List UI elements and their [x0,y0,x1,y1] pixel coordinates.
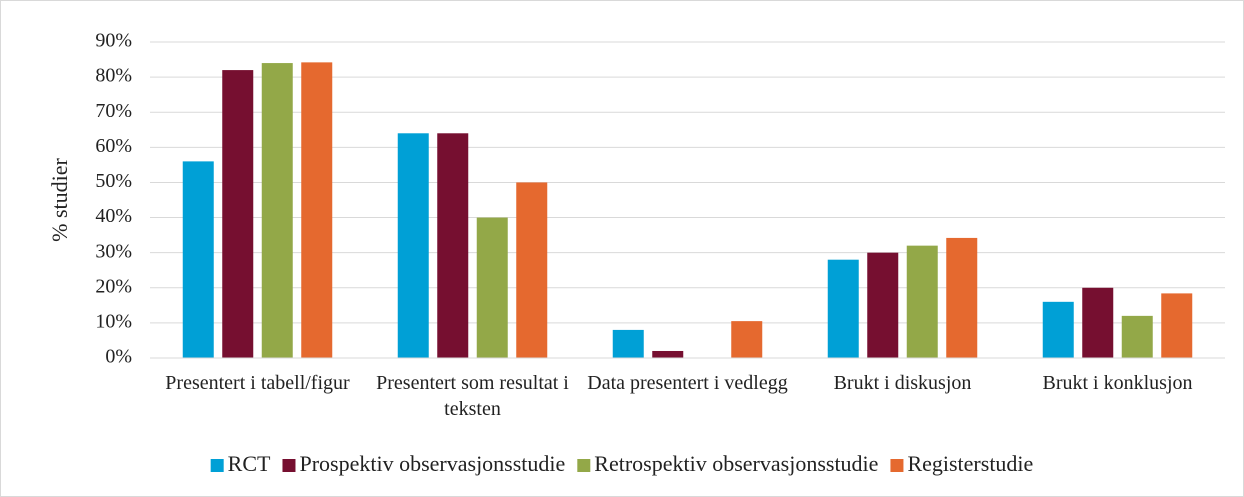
x-tick-label: Brukt i diskusjon [833,372,972,394]
y-tick-label: 30% [95,240,132,262]
y-tick-label: 50% [95,170,132,192]
y-tick-label: 40% [95,205,132,227]
bar [1121,315,1153,358]
y-axis-label: % studier [47,157,72,241]
y-tick-label: 20% [95,275,132,297]
x-tick-label-box: Presentert som resultat i teksten [376,372,569,420]
legend-swatch [210,459,224,472]
bar [1042,301,1074,358]
x-tick-label-box: Presentert i tabell/figur [165,372,350,394]
bar [182,161,214,358]
x-tick-label-box: Brukt i diskusjon [833,372,972,394]
bar [437,133,469,358]
x-tick-label: Data presentert i vedlegg [587,372,788,394]
bar [731,321,763,358]
x-tick-label: Presentert som resultat i teksten [376,372,569,420]
legend-label: Retrospektiv observasjonsstudie [594,451,878,476]
bar [397,133,429,358]
legend-swatch [282,459,296,472]
bar [867,252,899,358]
y-tick-label: 60% [95,135,132,157]
y-tick-label: 70% [95,100,132,122]
y-tick-label: 90% [95,30,132,52]
legend-label: Registerstudie [907,451,1033,476]
bar [1082,287,1114,358]
legend-label: RCT [228,451,271,476]
bar [612,329,644,358]
y-tick-label: 80% [95,65,132,87]
bar [301,62,333,359]
y-tick-label: 0% [105,346,132,368]
legend: RCT Prospektiv observasjonsstudie Retrospe… [210,451,1033,476]
legend-label: Prospektiv observasjonsstudie [299,451,565,476]
y-tick-label: 10% [95,310,132,332]
x-tick-label: Presentert i tabell/figur [165,372,350,394]
x-tick-label: Brukt i konklusjon [1042,372,1193,394]
bar [827,259,859,358]
x-tick-label-box: Data presentert i vedlegg [587,372,788,394]
bar [906,245,938,358]
bar [652,350,684,358]
legend-swatch [890,459,904,472]
bar [222,70,254,358]
legend-swatch [577,459,591,472]
bar [261,63,293,359]
bar [1161,293,1193,358]
bar [516,182,548,358]
x-tick-label-box: Brukt i konklusjon [1042,372,1193,394]
bar [946,237,978,358]
bar [476,217,508,358]
